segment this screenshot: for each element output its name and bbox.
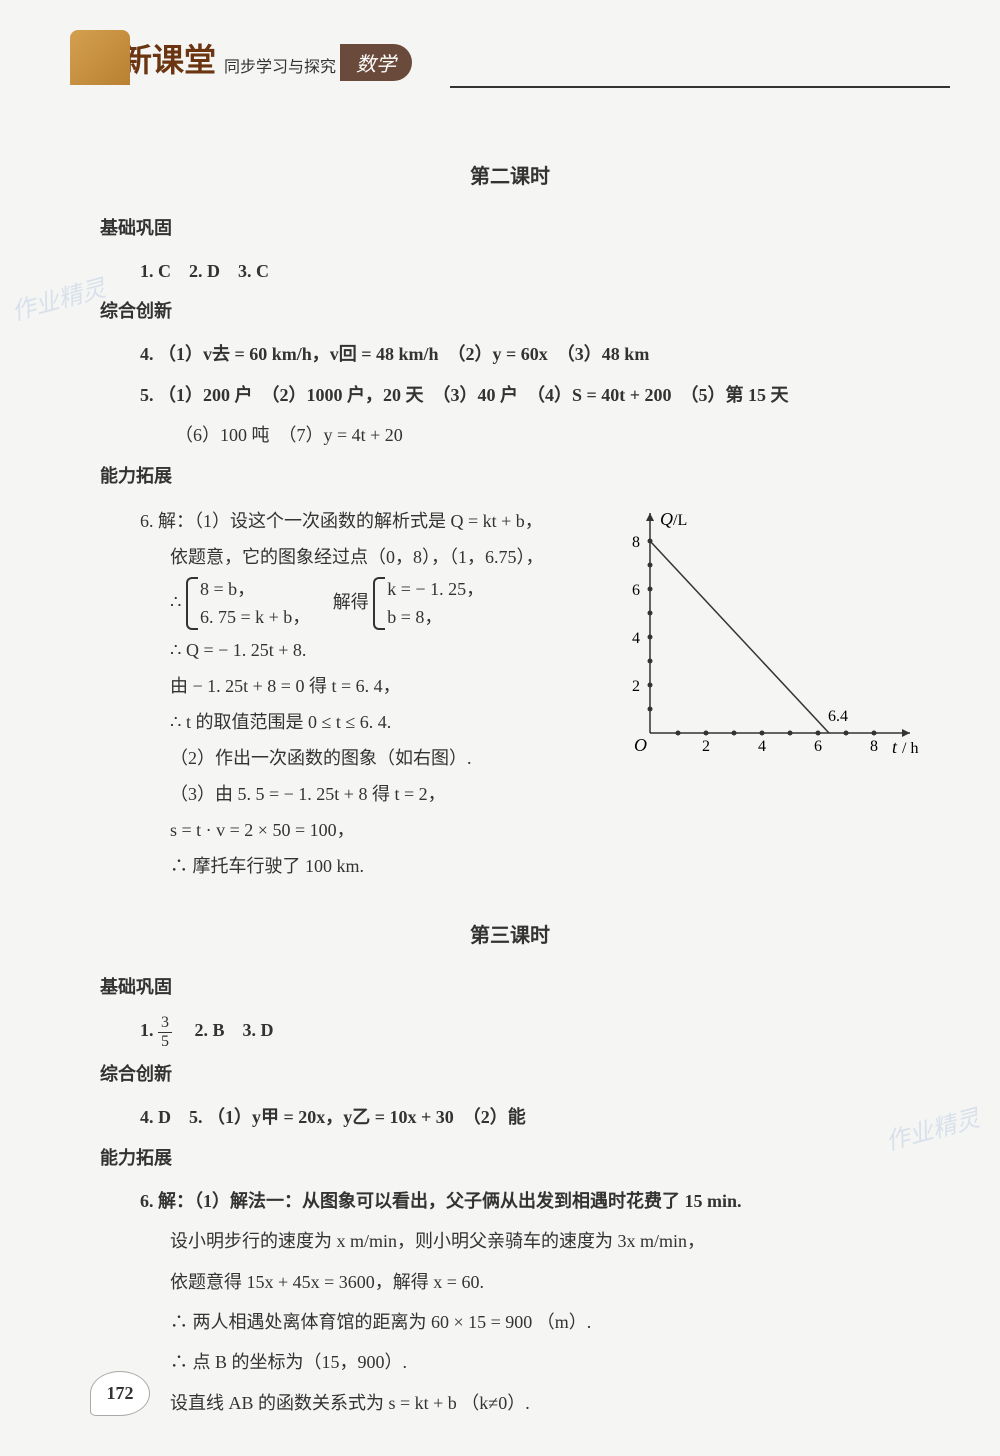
header-rule: [450, 86, 950, 88]
solution-line: （2）作出一次函数的图象（如右图）.: [140, 740, 580, 776]
answer-text: 1. 3 5 2. B 3. D: [140, 1014, 920, 1050]
solution-line: ∴ Q = − 1. 25t + 8.: [140, 632, 580, 668]
solution-line: 依题意得 15x + 45x = 3600，解得 x = 60.: [170, 1266, 920, 1298]
solution-line: （3）由 5. 5 = − 1. 25t + 8 得 t = 2，: [140, 776, 580, 812]
lesson2-title: 第二课时: [100, 160, 920, 189]
line-chart: 2 4 6 8 2 4 6 8 6.4: [610, 503, 930, 763]
lesson3-title: 第三课时: [100, 919, 920, 948]
solution-line: ∴ 8 = b， 6. 75 = k + b， 解得 k = − 1. 25， …: [140, 575, 580, 633]
chart-area: 2 4 6 8 2 4 6 8 6.4: [610, 503, 930, 763]
solution-line: 6. 解：（1）解法一：从图象可以看出，父子俩从出发到相遇时花费了 15 min…: [140, 1185, 920, 1217]
brace-equation: k = − 1. 25， b = 8，: [373, 575, 484, 633]
svg-text:6: 6: [814, 738, 822, 755]
svg-text:Q: Q: [660, 509, 673, 529]
svg-text:/ h: / h: [902, 740, 918, 757]
svg-text:2: 2: [702, 738, 710, 755]
solution-line: 设小明步行的速度为 x m/min，则小明父亲骑车的速度为 3x m/min，: [170, 1225, 920, 1257]
page-number: 172: [90, 1371, 150, 1416]
section-header: 综合创新: [100, 297, 920, 323]
answer-text: （6）100 吨 （7）y = 4t + 20: [175, 419, 920, 451]
solution-line: 设直线 AB 的函数关系式为 s = kt + b （k≠0）.: [170, 1387, 920, 1419]
section-header: 综合创新: [100, 1060, 920, 1086]
solution-line: ∴ t 的取值范围是 0 ≤ t ≤ 6. 4.: [140, 704, 580, 740]
solution-line: ∴ 两人相遇处离体育馆的距离为 60 × 15 = 900 （m）.: [170, 1306, 920, 1338]
subtitle-text: 同步学习与探究: [224, 53, 336, 85]
brace-equation: 8 = b， 6. 75 = k + b，: [186, 575, 310, 633]
svg-text:8: 8: [632, 534, 640, 551]
answer-text: 4. （1）v去 = 60 km/h，v回 = 48 km/h （2）y = 6…: [140, 338, 920, 370]
section-header: 基础巩固: [100, 214, 920, 240]
section-header: 能力拓展: [100, 462, 920, 488]
solution-line: 依题意，它的图象经过点（0，8），（1，6.75），: [140, 539, 580, 575]
answer-text: 5. （1）200 户 （2）1000 户，20 天 （3）40 户 （4）S …: [140, 379, 920, 411]
solution-line: ∴ 摩托车行驶了 100 km.: [140, 848, 580, 884]
svg-text:t: t: [892, 737, 898, 757]
svg-text:6: 6: [632, 582, 640, 599]
fraction: 3 5: [158, 1014, 172, 1050]
x-intercept-label: 6.4: [828, 708, 848, 725]
solution-line: s = t · v = 2 × 50 = 100，: [140, 812, 580, 848]
svg-text:4: 4: [632, 630, 640, 647]
solution-line: 6. 解：（1）设这个一次函数的解析式是 Q = kt + b，: [140, 503, 580, 539]
solution-block: 2 4 6 8 2 4 6 8 6.4: [140, 503, 920, 885]
logo-area: 新课堂 同步学习与探究 数学: [70, 30, 950, 85]
brand-text: 新课堂: [120, 35, 216, 81]
svg-text:4: 4: [758, 738, 766, 755]
answer-text: 4. D 5. （1）y甲 = 20x，y乙 = 10x + 30 （2）能: [140, 1101, 920, 1133]
watermark: 作业精灵: [7, 268, 109, 327]
page-content: 第二课时 基础巩固 1. C 2. D 3. C 综合创新 4. （1）v去 =…: [100, 150, 920, 1427]
section-header: 基础巩固: [100, 973, 920, 999]
svg-text:2: 2: [632, 678, 640, 695]
solution-line: ∴ 点 B 的坐标为（15，900）.: [170, 1346, 920, 1378]
svg-text:/L: /L: [673, 512, 687, 529]
page-header: 新课堂 同步学习与探究 数学: [70, 30, 950, 110]
svg-text:8: 8: [870, 738, 878, 755]
answer-text: 1. C 2. D 3. C: [140, 255, 920, 287]
svg-text:O: O: [634, 735, 647, 755]
section-header: 能力拓展: [100, 1144, 920, 1170]
subject-badge: 数学: [340, 44, 412, 81]
logo-badge: [70, 30, 130, 85]
solution-line: 由 − 1. 25t + 8 = 0 得 t = 6. 4，: [140, 668, 580, 704]
